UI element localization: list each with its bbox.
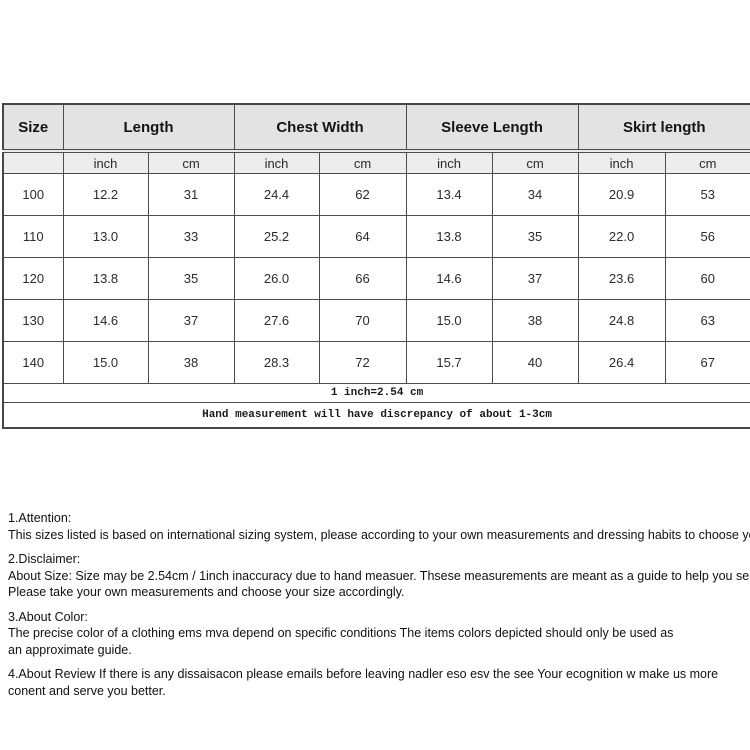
unit-cell: inch	[577, 150, 666, 174]
attention-heading: 1.Attention:	[8, 511, 72, 525]
col-header-length: Length	[62, 103, 235, 153]
unit-cell: inch	[233, 150, 320, 174]
table-row-size-110: 110 13.0 33 25.2 64 13.8 35 22.0 56	[2, 215, 750, 258]
table-cell: 24.4	[233, 173, 320, 216]
col-header-skirt-length: Skirt length	[577, 103, 750, 153]
table-cell: 72	[318, 341, 407, 384]
table-cell: 37	[147, 299, 235, 342]
table-row-size-120: 120 13.8 35 26.0 66 14.6 37 23.6 60	[2, 257, 750, 300]
table-cell: 35	[147, 257, 235, 300]
table-cell: 66	[318, 257, 407, 300]
attention-body-line: This sizes listed is based on internatio…	[8, 527, 750, 542]
about-color-body-line: an approximate guide.	[8, 642, 132, 657]
table-cell: 40	[491, 341, 579, 384]
about-review-section: 4.About Review If there is any dissaisac…	[8, 666, 744, 699]
unit-cell: cm	[491, 150, 579, 174]
about-color-heading: 3.About Color:	[8, 609, 88, 624]
table-cell: 53	[664, 173, 750, 216]
table-cell: 14.6	[62, 299, 149, 342]
table-cell: 38	[147, 341, 235, 384]
note-inch-conversion: 1 inch=2.54 cm	[2, 383, 750, 403]
disclaimer-heading: 2.Disclaimer:	[8, 552, 81, 566]
table-cell: 63	[664, 299, 750, 342]
table-cell: 24.8	[577, 299, 666, 342]
table-cell: 14.6	[405, 257, 493, 300]
column-header-row: Size Length Chest Width Sleeve Length Sk…	[2, 103, 750, 153]
table-cell: 25.2	[233, 215, 320, 258]
table-cell: 120	[2, 257, 64, 300]
unit-cell: cm	[664, 150, 750, 174]
table-cell: 20.9	[577, 173, 666, 216]
table-cell: 15.0	[62, 341, 149, 384]
table-cell: 140	[2, 341, 64, 384]
unit-cell-blank	[2, 150, 64, 174]
unit-header-row: inch cm inch cm inch cm inch cm	[2, 150, 750, 174]
table-cell: 35	[491, 215, 579, 258]
table-cell: 23.6	[577, 257, 666, 300]
table-cell: 15.0	[405, 299, 493, 342]
table-cell: 67	[664, 341, 750, 384]
table-cell: 13.0	[62, 215, 149, 258]
table-cell: 12.2	[62, 173, 149, 216]
table-cell: 26.0	[233, 257, 320, 300]
col-header-chest-width: Chest Width	[233, 103, 407, 153]
disclaimer-text: 1.Attention: This sizes listed is based …	[8, 510, 750, 699]
note-inch-conversion-row: 1 inch=2.54 cm	[2, 383, 750, 403]
table-row-size-130: 130 14.6 37 27.6 70 15.0 38 24.8 63	[2, 299, 750, 342]
table-cell: 60	[664, 257, 750, 300]
table-cell: 27.6	[233, 299, 320, 342]
table-row-size-100: 100 12.2 31 24.4 62 13.4 34 20.9 53	[2, 173, 750, 216]
table-cell: 31	[147, 173, 235, 216]
table-cell: 62	[318, 173, 407, 216]
table-cell: 70	[318, 299, 407, 342]
table-cell: 28.3	[233, 341, 320, 384]
about-review-body-line: 4.About Review If there is any dissaisac…	[8, 667, 719, 681]
table-cell: 64	[318, 215, 407, 258]
table-cell: 130	[2, 299, 64, 342]
unit-cell: inch	[405, 150, 493, 174]
note-hand-measurement-row: Hand measurement will have discrepancy o…	[2, 402, 750, 429]
table-cell: 22.0	[577, 215, 666, 258]
table-cell: 34	[491, 173, 579, 216]
unit-cell: inch	[62, 150, 149, 174]
disclaimer-section: 2.Disclaimer: About Size: Size may be 2.…	[8, 551, 750, 601]
note-hand-measurement: Hand measurement will have discrepancy o…	[2, 402, 750, 429]
table-cell: 56	[664, 215, 750, 258]
table-cell: 15.7	[405, 341, 493, 384]
unit-cell: cm	[147, 150, 235, 174]
table-cell: 13.4	[405, 173, 493, 216]
col-header-size: Size	[2, 103, 64, 153]
table-cell: 100	[2, 173, 64, 216]
table-cell: 33	[147, 215, 235, 258]
size-chart-page: Size Length Chest Width Sleeve Length Sk…	[0, 103, 750, 750]
table-cell: 110	[2, 215, 64, 258]
about-color-body-line: The precise color of a clothing ems mva …	[8, 626, 674, 640]
table-cell: 13.8	[405, 215, 493, 258]
table-cell: 37	[491, 257, 579, 300]
disclaimer-body-line: About Size: Size may be 2.54cm / 1inch i…	[8, 568, 750, 583]
about-color-section: 3.About Color: The precise color of a cl…	[8, 609, 744, 659]
col-header-sleeve-length: Sleeve Length	[405, 103, 579, 153]
table-row-size-140: 140 15.0 38 28.3 72 15.7 40 26.4 67	[2, 341, 750, 384]
table-cell: 26.4	[577, 341, 666, 384]
disclaimer-body-line: Please take your own measurements and ch…	[8, 585, 405, 599]
unit-cell: cm	[318, 150, 407, 174]
about-review-body-line: conent and serve you better.	[8, 683, 166, 698]
size-chart-table: Size Length Chest Width Sleeve Length Sk…	[2, 103, 750, 429]
table-cell: 38	[491, 299, 579, 342]
attention-section: 1.Attention: This sizes listed is based …	[8, 510, 750, 543]
table-cell: 13.8	[62, 257, 149, 300]
